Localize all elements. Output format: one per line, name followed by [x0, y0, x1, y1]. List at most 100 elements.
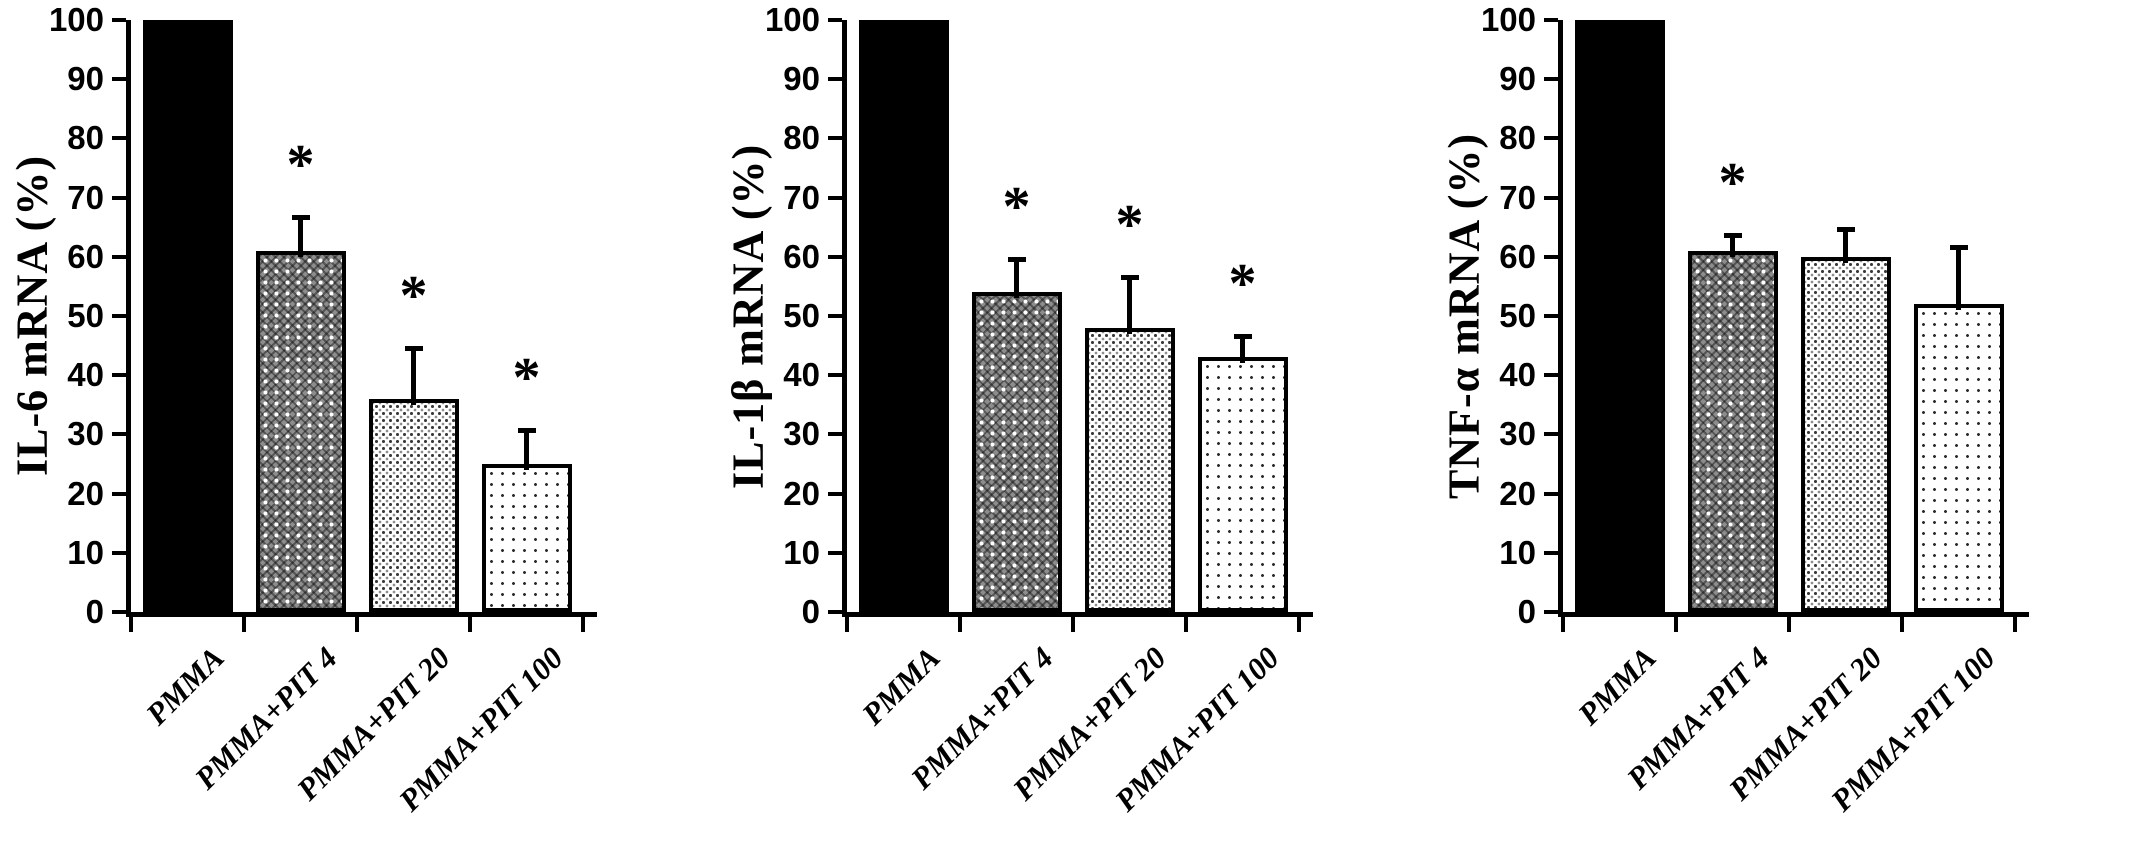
- bar-pmma-pit-20: [1800, 256, 1891, 612]
- x-tick-mark: [1787, 617, 1791, 632]
- y-tick-label: 40: [783, 356, 820, 394]
- y-tick-label: 40: [67, 356, 104, 394]
- y-tick-label: 0: [85, 593, 104, 630]
- x-tick-mark: [958, 617, 962, 632]
- y-tick-label: 70: [1499, 178, 1536, 216]
- bar-pmma-pit-20: [368, 398, 459, 612]
- x-tick-label: PMMA+PIT 20: [1721, 640, 1889, 807]
- bar-pmma-pit-4: [255, 250, 346, 612]
- y-tick-mark: [828, 550, 842, 555]
- y-tick-label: 60: [1499, 237, 1536, 275]
- y-tick-mark: [828, 610, 842, 614]
- y-tick-label: 0: [801, 593, 820, 630]
- error-bar: [524, 428, 529, 470]
- y-tick-mark: [1544, 136, 1558, 141]
- y-tick-label: 30: [783, 415, 820, 453]
- error-bar-cap: [1233, 333, 1252, 339]
- significance-asterisk: *: [1115, 193, 1144, 256]
- y-tick-mark: [112, 136, 126, 141]
- y-tick-mark: [828, 136, 842, 141]
- x-tick-label: PMMA: [1570, 640, 1663, 732]
- y-axis-line: [842, 20, 847, 617]
- error-bar: [298, 215, 303, 257]
- y-tick-mark: [112, 18, 126, 22]
- significance-asterisk: *: [1228, 252, 1257, 315]
- error-bar: [411, 345, 416, 405]
- y-tick-label: 100: [48, 1, 104, 38]
- y-tick-mark: [1544, 432, 1558, 437]
- y-tick-mark: [1544, 491, 1558, 496]
- y-tick-mark: [1544, 314, 1558, 318]
- significance-asterisk: *: [512, 347, 541, 410]
- significance-asterisk: *: [399, 264, 428, 327]
- y-tick-mark: [112, 254, 126, 259]
- error-bar-cap: [1723, 233, 1742, 239]
- x-tick-label: PMMA+PIT 100: [1107, 640, 1286, 818]
- x-tick-label: PMMA+PIT 4: [903, 640, 1060, 796]
- y-tick-label: 80: [783, 119, 820, 157]
- x-tick-mark: [581, 617, 585, 632]
- bar-pmma-pit-100: [1197, 357, 1288, 612]
- y-tick-mark: [828, 77, 842, 82]
- x-tick-label: PMMA+PIT 20: [1005, 640, 1173, 807]
- y-tick-mark: [828, 314, 842, 318]
- y-tick-label: 50: [1499, 297, 1536, 334]
- y-tick-label: 20: [783, 474, 820, 512]
- y-axis-line: [126, 20, 131, 617]
- chart-il6: IL-6 mRNA (%) 0 10 20 30 40 50 60 70 80 90 100 PMMA *…: [0, 0, 716, 820]
- y-tick-label: 10: [1499, 533, 1536, 571]
- x-tick-label: PMMA: [854, 640, 947, 732]
- y-tick-label: 30: [67, 415, 104, 453]
- x-tick-mark: [129, 617, 133, 632]
- x-tick-mark: [1900, 617, 1904, 632]
- y-tick-mark: [1544, 254, 1558, 259]
- y-tick-mark: [828, 373, 842, 378]
- bar-pmma-pit-4: [1687, 250, 1778, 612]
- x-tick-mark: [1674, 617, 1678, 632]
- x-tick-mark: [355, 617, 359, 632]
- y-tick-mark: [828, 254, 842, 259]
- y-tick-label: 60: [67, 237, 104, 275]
- x-tick-mark: [1297, 617, 1301, 632]
- chart-tnfa: TNF-α mRNA (%) 0 10 20 30 40 50 60 70 80 90 100 PMMA…: [1432, 0, 2148, 820]
- y-tick-mark: [1544, 373, 1558, 378]
- error-bar: [1956, 244, 1961, 311]
- x-tick-label: PMMA+PIT 4: [187, 640, 344, 796]
- x-tick-label: PMMA+PIT 100: [391, 640, 570, 818]
- y-tick-label: 0: [1517, 593, 1536, 630]
- x-axis-line: [842, 612, 1313, 617]
- error-bar-cap: [517, 428, 536, 434]
- y-tick-mark: [112, 550, 126, 555]
- x-tick-label: PMMA+PIT 100: [1823, 640, 2002, 818]
- y-tick-mark: [1544, 550, 1558, 555]
- y-tick-label: 80: [1499, 119, 1536, 157]
- y-tick-mark: [1544, 195, 1558, 200]
- y-tick-mark: [1544, 18, 1558, 22]
- x-tick-label: PMMA: [138, 640, 231, 732]
- error-bar-cap: [1949, 244, 1968, 250]
- y-tick-label: 50: [783, 297, 820, 334]
- x-tick-mark: [1561, 617, 1565, 632]
- error-bar: [1014, 256, 1019, 299]
- significance-asterisk: *: [1718, 152, 1747, 215]
- y-tick-mark: [112, 373, 126, 378]
- error-bar: [1730, 233, 1735, 257]
- bar-pmma-pit-20: [1084, 327, 1175, 612]
- y-tick-mark: [112, 491, 126, 496]
- y-tick-label: 10: [67, 533, 104, 571]
- y-tick-label: 90: [783, 60, 820, 98]
- y-tick-label: 60: [783, 237, 820, 275]
- y-tick-mark: [828, 18, 842, 22]
- y-tick-mark: [1544, 77, 1558, 82]
- x-tick-label: PMMA+PIT 20: [289, 640, 457, 807]
- y-tick-mark: [828, 432, 842, 437]
- figure: IL-6 mRNA (%) 0 10 20 30 40 50 60 70 80 90 100 PMMA *…: [0, 0, 2148, 820]
- significance-asterisk: *: [1002, 175, 1031, 238]
- x-axis-line: [1558, 612, 2029, 617]
- y-tick-label: 80: [67, 119, 104, 157]
- x-tick-mark: [242, 617, 246, 632]
- y-tick-label: 40: [1499, 356, 1536, 394]
- error-bar: [1843, 227, 1848, 263]
- x-tick-mark: [468, 617, 472, 632]
- y-tick-mark: [828, 195, 842, 200]
